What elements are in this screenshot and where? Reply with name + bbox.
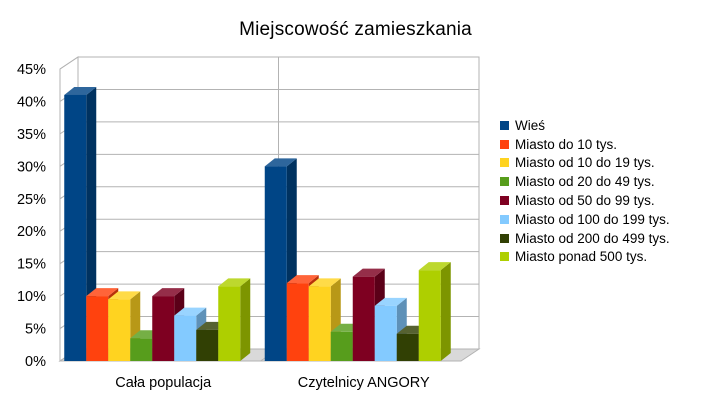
bar <box>286 283 309 361</box>
bar <box>308 286 331 361</box>
legend-label: Miasto od 10 do 19 tys. <box>515 155 655 171</box>
legend-swatch <box>500 158 509 168</box>
bar <box>196 329 219 361</box>
legend-label: Miasto od 100 do 199 tys. <box>515 211 670 227</box>
bar-top <box>108 291 141 300</box>
legend-label: Miasto od 50 do 99 tys. <box>515 193 655 209</box>
bar <box>130 338 153 361</box>
bar <box>218 286 241 361</box>
bar-top <box>218 278 251 287</box>
x-tick-label: Czytelnicy ANGORY <box>298 375 430 391</box>
bar <box>352 276 375 361</box>
legend-swatch <box>500 177 509 187</box>
legend-item: Miasto od 200 do 499 tys. <box>500 229 670 248</box>
bar <box>418 270 441 361</box>
bar <box>152 296 175 361</box>
legend-label: Miasto ponad 500 tys. <box>515 249 648 265</box>
legend-label: Miasto od 20 do 49 tys. <box>515 174 655 190</box>
bar-top <box>374 297 407 306</box>
bar-top <box>174 307 207 316</box>
y-tick-label: 25% <box>17 192 46 208</box>
bar <box>396 333 419 361</box>
legend: Wieś Miasto do 10 tys. Miasto od 10 do 19 … <box>500 116 670 266</box>
bar-top <box>264 158 297 167</box>
chart-title: Miejscowość zamieszkania <box>239 19 472 40</box>
y-tick-label: 15% <box>17 257 46 273</box>
legend-item: Miasto od 20 do 49 tys. <box>500 172 670 191</box>
legend-item: Miasto od 10 do 19 tys. <box>500 154 670 173</box>
bar-top <box>308 278 341 287</box>
legend-item: Miasto do 10 tys. <box>500 135 670 154</box>
legend-swatch <box>500 233 509 243</box>
legend-swatch <box>500 252 509 262</box>
y-tick-label: 30% <box>17 159 46 175</box>
gridline <box>59 56 479 70</box>
legend-label: Miasto do 10 tys. <box>515 136 618 152</box>
bar <box>64 94 87 361</box>
y-tick-label: 40% <box>17 94 46 110</box>
y-tick-label: 5% <box>25 322 46 338</box>
bar <box>374 305 397 361</box>
bar-top <box>286 275 319 284</box>
bar <box>330 331 353 361</box>
x-tick-label: Cała populacja <box>115 375 212 391</box>
bar-top <box>152 288 185 297</box>
legend-swatch <box>500 120 509 130</box>
y-tick-label: 35% <box>17 127 46 143</box>
bar <box>264 166 287 361</box>
bar-side <box>440 262 451 361</box>
legend-item: Wieś <box>500 116 670 135</box>
legend-item: Miasto od 100 do 199 tys. <box>500 210 670 229</box>
bar-top <box>418 262 451 271</box>
y-tick-label: 20% <box>17 224 46 240</box>
bar-side <box>240 278 251 361</box>
legend-swatch <box>500 196 509 206</box>
y-tick-label: 0% <box>25 354 46 370</box>
bar-top <box>64 86 97 95</box>
y-tick-label: 45% <box>17 62 46 78</box>
bar <box>86 296 109 361</box>
legend-label: Wieś <box>515 117 545 133</box>
legend-swatch <box>500 139 509 149</box>
legend-item: Miasto ponad 500 tys. <box>500 248 670 267</box>
bar <box>174 315 197 361</box>
y-tick-label: 10% <box>17 289 46 305</box>
legend-swatch <box>500 214 509 224</box>
legend-item: Miasto od 50 do 99 tys. <box>500 191 670 210</box>
bar-top <box>86 288 119 297</box>
bar <box>108 299 131 361</box>
legend-label: Miasto od 200 do 499 tys. <box>515 230 670 246</box>
bar-top <box>352 268 385 277</box>
